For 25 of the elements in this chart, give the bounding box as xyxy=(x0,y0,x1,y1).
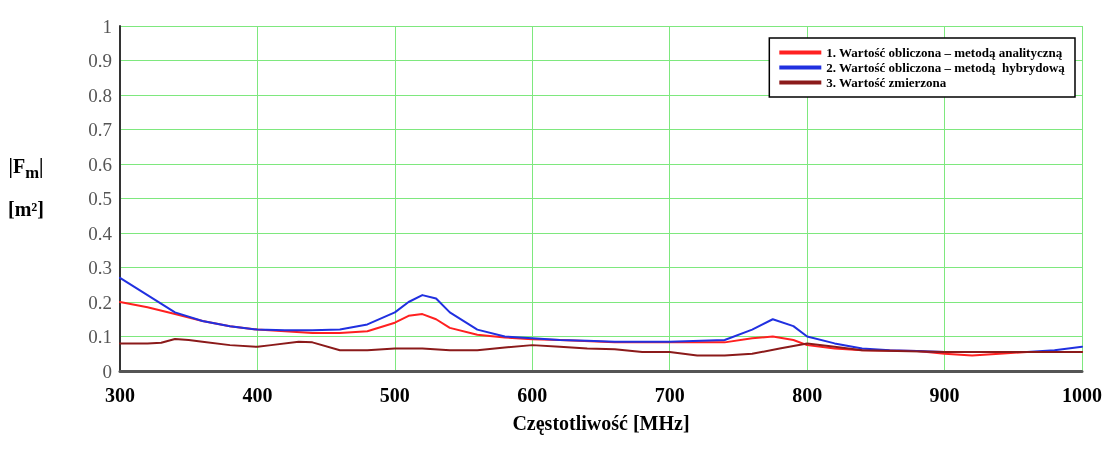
x-tick-label: 500 xyxy=(379,384,410,406)
y-tick-label: 0.6 xyxy=(88,153,112,175)
y-tick-label: 0 xyxy=(102,360,112,382)
legend-label: 2. Wartość obliczona – metodą hybrydową xyxy=(826,60,1066,75)
y-tick-label: 0.9 xyxy=(88,50,112,71)
x-tick-label: 400 xyxy=(242,384,273,406)
y-tick-label: 0.8 xyxy=(88,84,112,106)
y-tick-label: 0.4 xyxy=(88,222,113,244)
y-tick-label: 0.1 xyxy=(88,326,112,347)
legend-label: 3. Wartość zmierzona xyxy=(826,75,947,90)
x-tick-label: 700 xyxy=(654,384,685,406)
y-tick-label: 0.5 xyxy=(88,188,112,209)
y-tick-label: 1 xyxy=(102,15,112,37)
y-tick-label: 0.3 xyxy=(88,257,112,278)
x-tick-label: 600 xyxy=(517,384,548,406)
y-axis-title: |F$_{m}$| [m²] xyxy=(8,154,44,222)
y-tick-label: 0.7 xyxy=(88,119,112,140)
x-tick-label: 800 xyxy=(792,384,823,406)
line-series xyxy=(119,337,1083,357)
legend-label: 1. Wartość obliczona – metodą analityczną xyxy=(826,45,1063,60)
x-tick-label: 900 xyxy=(929,384,960,406)
x-tick-label: 300 xyxy=(105,384,135,406)
y-tick-label: 0.2 xyxy=(88,291,112,313)
x-tick-label: 1000 xyxy=(1062,384,1102,406)
x-axis-title: Częstotliwość [MHz] xyxy=(512,412,690,435)
